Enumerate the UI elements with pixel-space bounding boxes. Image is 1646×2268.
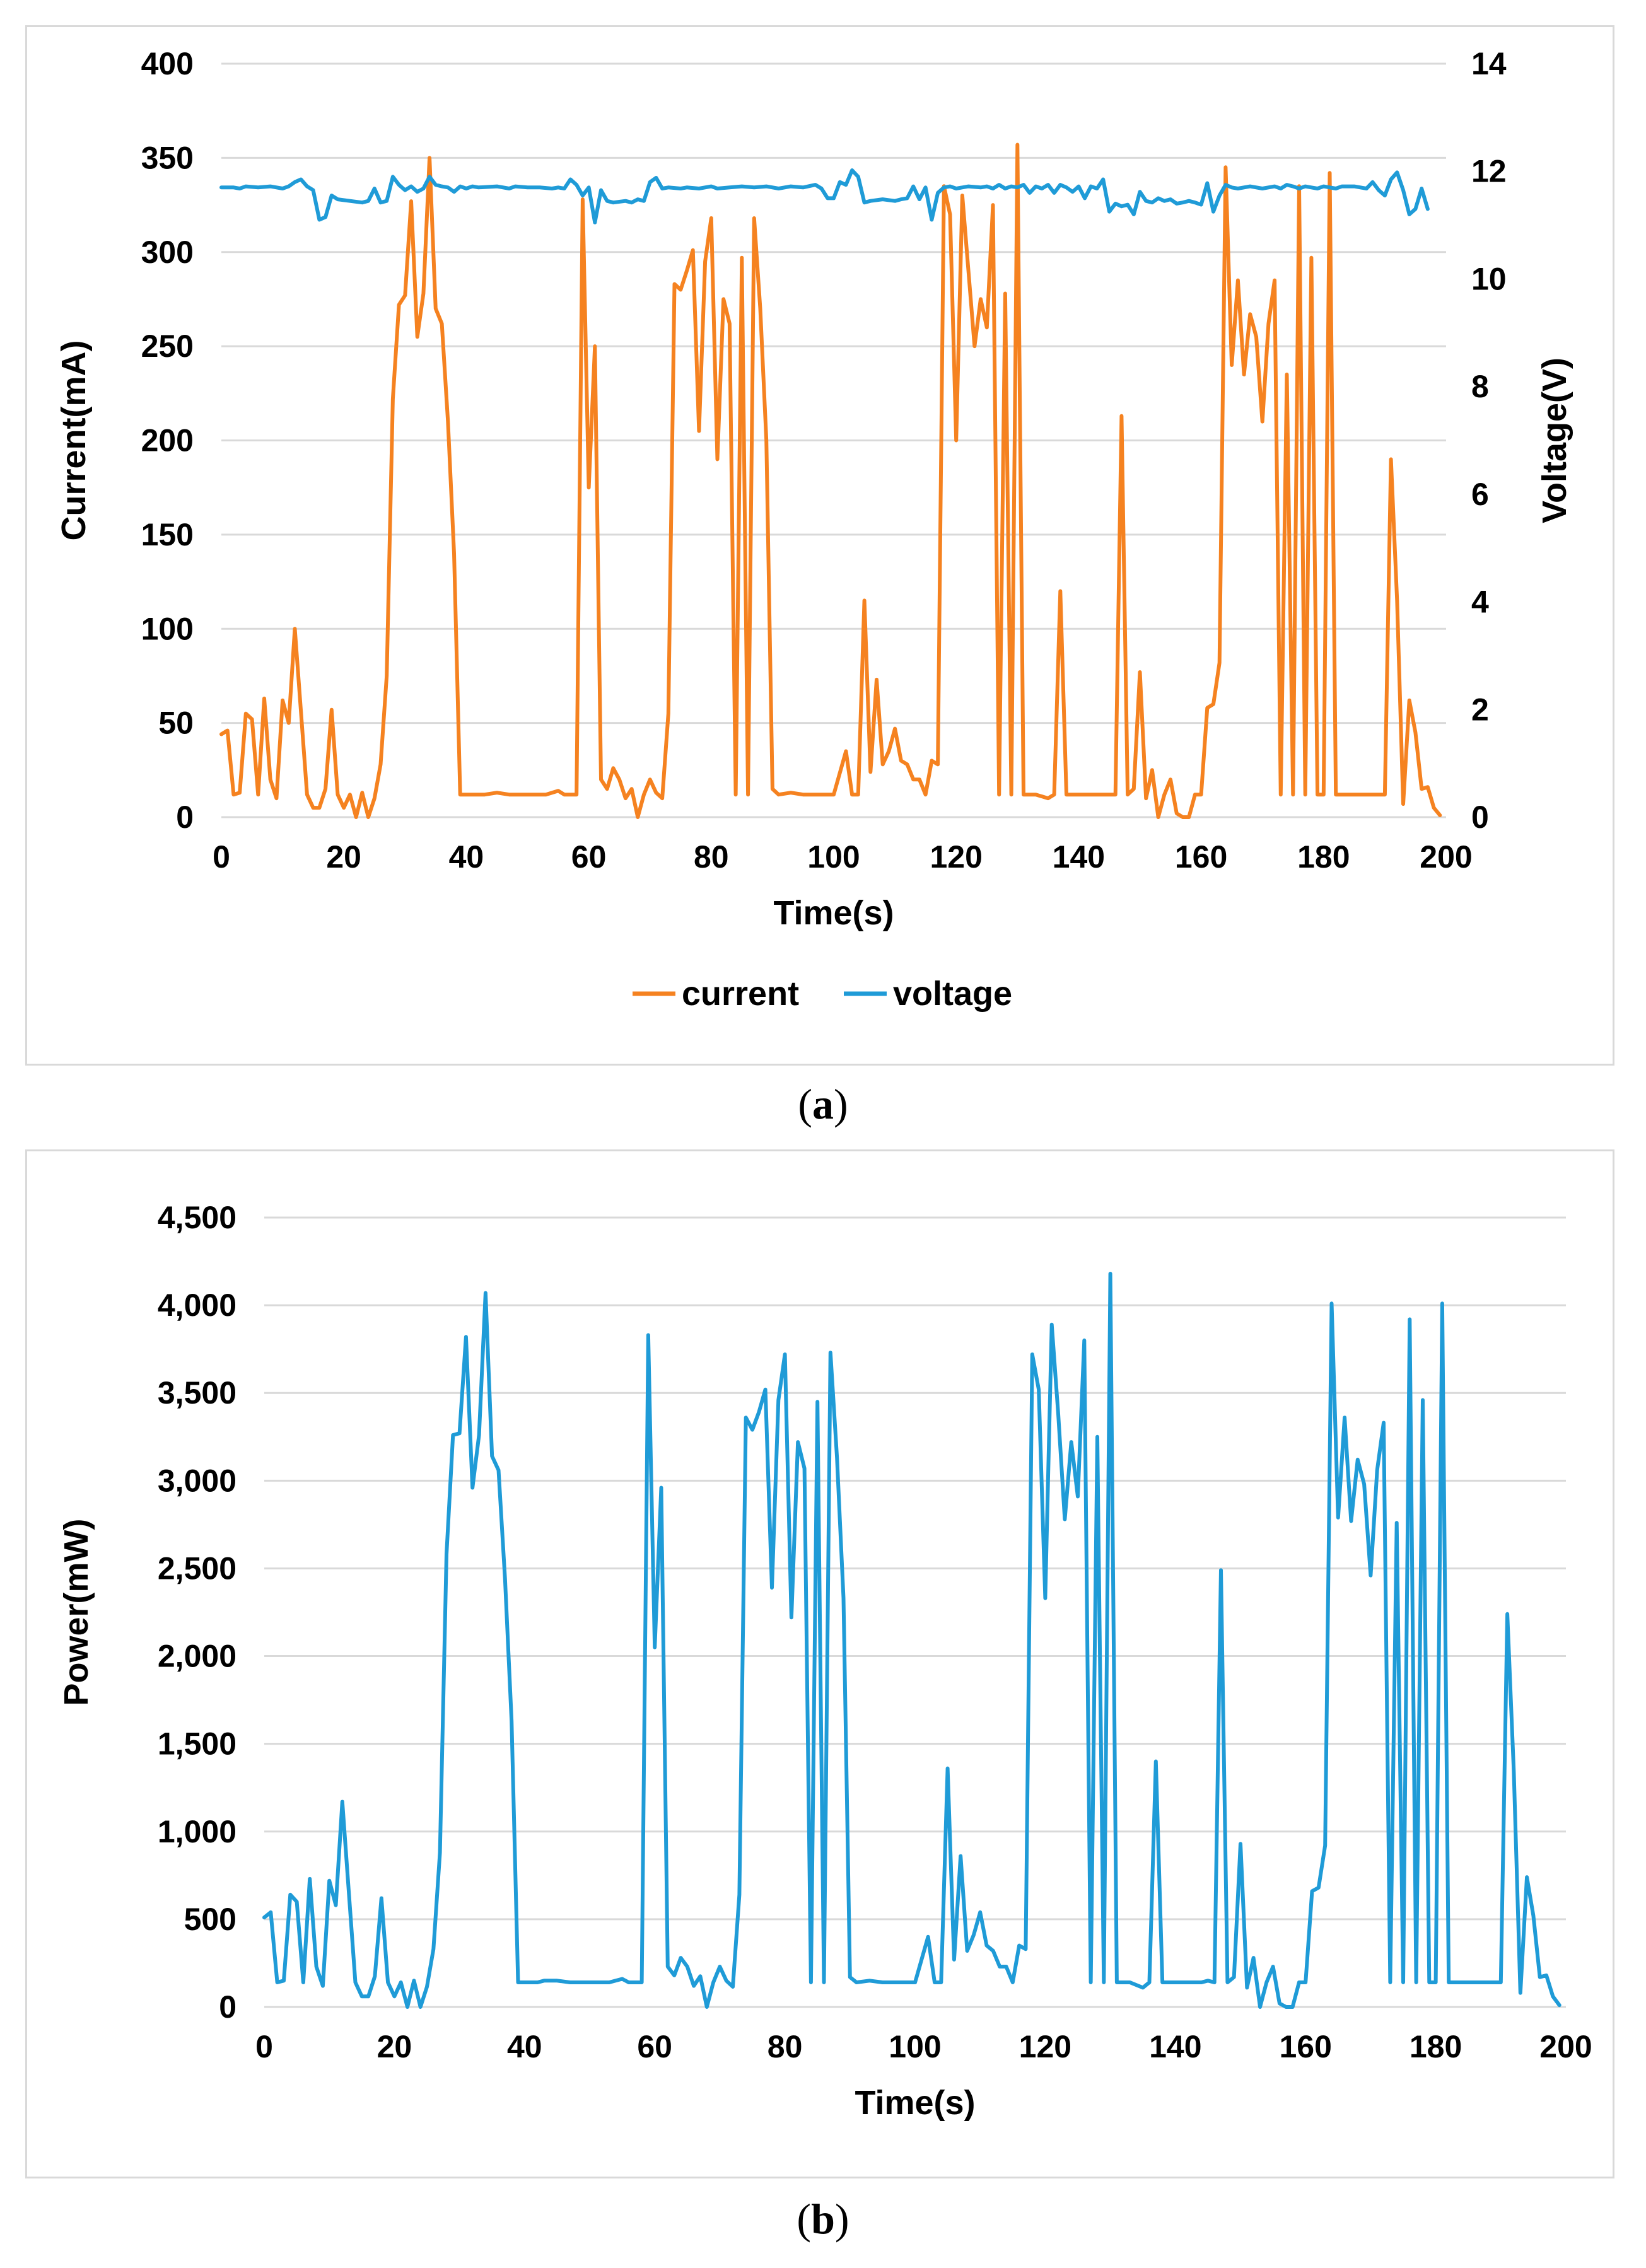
- chart-a-y-tick: 150: [141, 517, 194, 552]
- chart-a-y-label: Current(mA): [55, 340, 93, 541]
- chart-a-panel: 0 50 100 150 200 250 300 350 400 0 20 40 60 80 100 120 1…: [25, 25, 1614, 1066]
- chart-b-y-tick: 500: [184, 1902, 236, 1937]
- chart-b-x-tick: 180: [1410, 2029, 1462, 2064]
- chart-a-y2-tick: 6: [1471, 477, 1489, 512]
- chart-a-y2-tick: 8: [1471, 369, 1489, 404]
- chart-a-y-tick: 300: [141, 235, 194, 270]
- chart-b-x-tick: 40: [507, 2029, 542, 2064]
- chart-a-y2-tick: 12: [1471, 154, 1507, 189]
- chart-b-x-tick: 60: [637, 2029, 672, 2064]
- legend-current-label: current: [682, 975, 799, 1013]
- chart-b-y-tick: 4,000: [158, 1288, 236, 1323]
- chart-a-x-tick: 40: [449, 839, 484, 875]
- chart-a-x-label: Time(s): [773, 894, 894, 932]
- chart-a-series-voltage-line: [219, 168, 1430, 224]
- chart-a-series-current-line: [219, 142, 1442, 819]
- chart-b-x-tick: 80: [768, 2029, 803, 2064]
- chart-a-x-tick: 100: [807, 839, 860, 875]
- chart-b-y-label: Power(mW): [57, 1519, 95, 1706]
- chart-b-x-tick: 0: [255, 2029, 273, 2064]
- chart-b-series-power-line: [262, 1272, 1561, 2009]
- chart-a-y2-label: Voltage(V): [1536, 358, 1573, 523]
- chart-b-y-tick: 3,000: [158, 1463, 236, 1498]
- chart-b-y-tick: 2,000: [158, 1639, 236, 1674]
- chart-b-caption: (b): [797, 2195, 849, 2243]
- chart-b-x-tick: 200: [1539, 2029, 1592, 2064]
- chart-a-y-tick: 100: [141, 611, 194, 646]
- chart-a-x-tick: 140: [1053, 839, 1105, 875]
- chart-a-y2-tick: 4: [1471, 584, 1489, 620]
- chart-b-x-tick: 100: [889, 2029, 941, 2064]
- chart-b-caption-letter: b: [811, 2195, 835, 2243]
- chart-a-x-tick: 200: [1420, 839, 1472, 875]
- chart-a-y-tick: 200: [141, 423, 194, 458]
- chart-b-y-tick: 1,000: [158, 1814, 236, 1849]
- chart-a-caption-letter: a: [812, 1080, 834, 1128]
- chart-a-y2-tick: 2: [1471, 692, 1489, 727]
- chart-a-y-tick: 250: [141, 329, 194, 364]
- chart-b-svg: 0 500 1,000 1,500 2,000 2,500 3,000 3,500 4,000 4…: [57, 1200, 1592, 2122]
- chart-a-y2-tick: 10: [1471, 261, 1507, 296]
- chart-a-y-tick: 0: [176, 800, 194, 835]
- chart-b-y-tick: 2,500: [158, 1550, 236, 1586]
- chart-a-x-tick: 120: [930, 839, 982, 875]
- chart-a-y2-tick: 14: [1471, 46, 1507, 81]
- chart-b-panel: 0 500 1,000 1,500 2,000 2,500 3,000 3,500 4,000 4…: [25, 1149, 1614, 2178]
- chart-a-y-tick: 50: [158, 706, 194, 741]
- legend-voltage-label: voltage: [893, 975, 1012, 1013]
- chart-b-x-tick: 20: [377, 2029, 412, 2064]
- chart-a-y-tick: 400: [141, 46, 194, 81]
- chart-a-y-tick: 350: [141, 140, 194, 175]
- chart-a-x-tick: 160: [1175, 839, 1227, 875]
- chart-b-x-tick: 140: [1149, 2029, 1201, 2064]
- chart-a-y2-tick: 0: [1471, 800, 1489, 835]
- chart-a-x-tick: 80: [694, 839, 729, 875]
- chart-b-x-tick: 120: [1019, 2029, 1071, 2064]
- chart-b-y-tick: 1,500: [158, 1726, 236, 1762]
- chart-a-x-tick: 60: [571, 839, 607, 875]
- chart-b-y-tick: 0: [219, 1989, 236, 2025]
- chart-a-x-tick: 0: [213, 839, 230, 875]
- chart-a-caption: (a): [798, 1080, 848, 1128]
- chart-b-y-tick: 4,500: [158, 1200, 236, 1235]
- chart-b-x-label: Time(s): [855, 2084, 975, 2122]
- chart-a-x-tick: 20: [326, 839, 361, 875]
- chart-b-x-tick: 160: [1279, 2029, 1331, 2064]
- chart-b-y-tick: 3,500: [158, 1375, 236, 1410]
- chart-a-x-tick: 180: [1297, 839, 1350, 875]
